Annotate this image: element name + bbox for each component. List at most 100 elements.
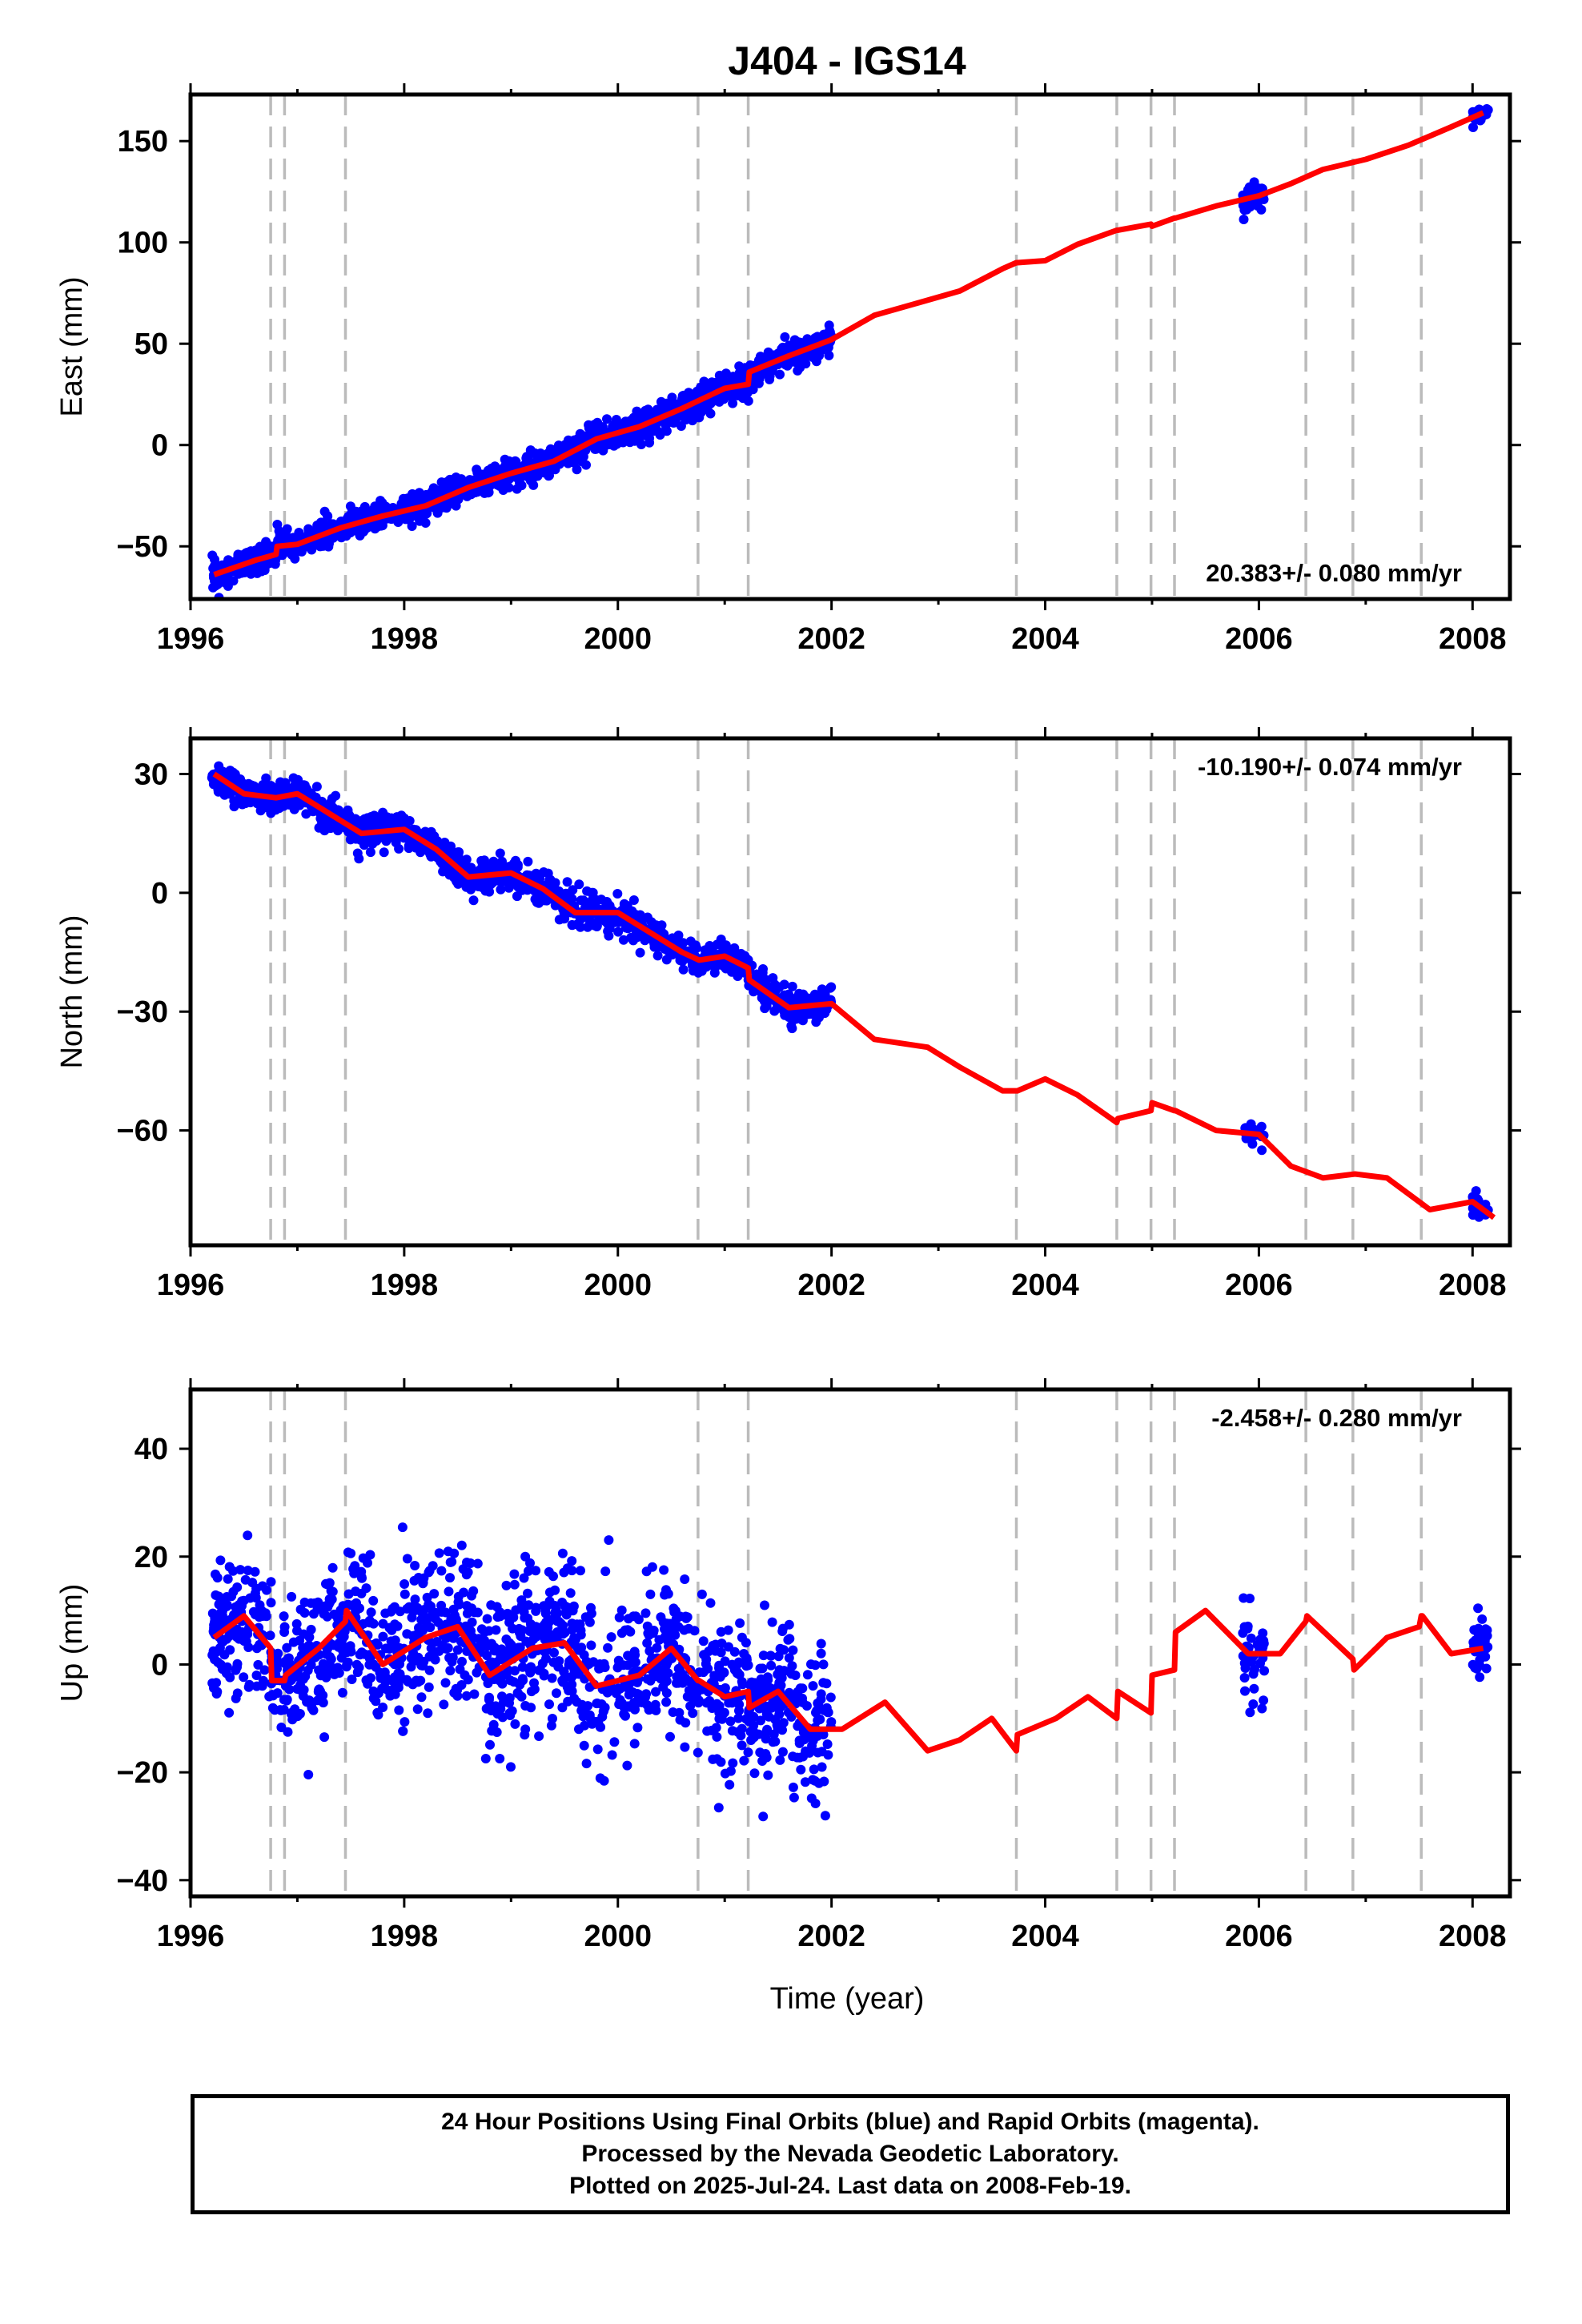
up-point	[544, 1699, 554, 1710]
up-point	[576, 1566, 585, 1576]
north-point	[826, 982, 837, 992]
north-point	[326, 798, 336, 808]
north-point	[263, 786, 274, 796]
north-point	[603, 926, 613, 936]
up-point	[268, 1691, 279, 1701]
up-point	[304, 1632, 315, 1642]
north-point	[512, 862, 523, 872]
up-point	[520, 1551, 531, 1562]
up-point	[818, 1678, 829, 1688]
up-point	[575, 1619, 585, 1630]
up-point	[599, 1775, 609, 1786]
up-point	[480, 1754, 491, 1763]
up-point	[213, 1612, 223, 1622]
up-point	[820, 1811, 830, 1821]
north-point	[347, 833, 357, 843]
east-point	[233, 550, 243, 561]
east-point	[778, 344, 789, 354]
north-point	[258, 780, 268, 790]
north-point	[260, 802, 271, 813]
up-point	[1259, 1695, 1269, 1706]
up-point	[663, 1668, 673, 1679]
up-point	[760, 1701, 770, 1711]
up-point	[295, 1635, 305, 1646]
up-point	[492, 1602, 502, 1612]
east-point	[575, 428, 585, 439]
up-point	[1477, 1614, 1488, 1624]
north-point	[811, 1017, 821, 1027]
up-point	[661, 1585, 671, 1595]
up-point	[546, 1720, 556, 1731]
east-point	[500, 454, 510, 464]
up-point	[777, 1725, 787, 1735]
up-point	[741, 1638, 751, 1648]
up-point	[584, 1617, 595, 1627]
up-rate-label: -2.458+/- 0.280 mm/yr	[1211, 1404, 1462, 1432]
up-point	[572, 1642, 583, 1653]
up-point	[734, 1658, 745, 1667]
up-point	[698, 1636, 709, 1647]
up-point	[1239, 1673, 1250, 1683]
up-point	[534, 1622, 544, 1633]
up-point	[244, 1679, 255, 1690]
east-frame	[188, 92, 1512, 601]
up-point	[398, 1726, 408, 1736]
up-point	[623, 1651, 633, 1661]
east-panel: 1996 1998 2000 2002 2004 2006 2008 −50 0 50 100 150…	[55, 83, 1521, 656]
east-point	[655, 427, 665, 437]
up-point	[652, 1642, 662, 1653]
up-point	[1257, 1703, 1267, 1714]
up-point	[211, 1689, 222, 1699]
north-point	[578, 895, 588, 906]
up-point	[335, 1605, 346, 1615]
up-point	[452, 1645, 463, 1655]
up-point	[292, 1626, 302, 1636]
up-point	[436, 1606, 447, 1617]
up-point	[559, 1567, 569, 1578]
up-point	[713, 1803, 724, 1813]
east-rate-label: 20.383+/- 0.080 mm/yr	[1206, 559, 1462, 587]
up-point	[816, 1638, 826, 1649]
north-point	[365, 847, 375, 858]
north-point	[316, 796, 327, 806]
up-point	[397, 1522, 408, 1533]
up-point	[636, 1697, 647, 1707]
east-point	[689, 405, 699, 416]
north-point	[382, 831, 392, 842]
up-point	[607, 1750, 617, 1760]
up-point	[779, 1666, 789, 1676]
east-point	[328, 519, 339, 529]
up-point	[443, 1546, 453, 1557]
up-point	[748, 1726, 758, 1736]
north-point	[649, 923, 660, 933]
up-point	[773, 1682, 783, 1692]
up-point	[567, 1625, 577, 1635]
up-point	[485, 1739, 495, 1750]
up-point	[255, 1600, 265, 1610]
north-point	[495, 848, 505, 858]
up-point	[465, 1629, 476, 1639]
north-panel: 1996 1998 2000 2002 2004 2006 2008 −60 −30 0 30 Nor…	[55, 727, 1521, 1302]
up-point	[763, 1675, 773, 1685]
north-point	[386, 813, 396, 823]
north-point	[311, 782, 322, 792]
up-point	[761, 1734, 771, 1744]
up-x-tick-label: 2004	[1011, 1920, 1079, 1953]
up-point	[688, 1708, 698, 1719]
up-point	[594, 1663, 604, 1674]
up-point	[461, 1570, 472, 1580]
up-point	[366, 1607, 376, 1618]
east-point	[510, 456, 520, 466]
up-point	[743, 1747, 753, 1758]
up-point	[282, 1642, 292, 1653]
up-point	[757, 1663, 768, 1674]
up-point	[784, 1653, 794, 1663]
up-point	[428, 1611, 438, 1622]
up-point	[300, 1671, 311, 1682]
north-point	[497, 856, 507, 866]
up-point	[595, 1722, 605, 1732]
up-point	[514, 1623, 524, 1634]
north-point	[568, 885, 578, 895]
up-point	[770, 1736, 781, 1747]
